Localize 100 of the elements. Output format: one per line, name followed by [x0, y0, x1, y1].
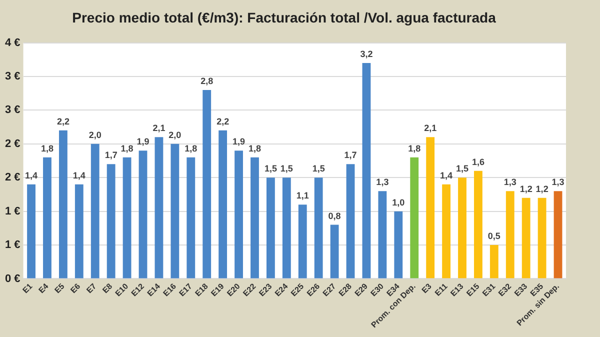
x-tick-label: E5	[52, 281, 67, 296]
x-tick-label: E31	[480, 281, 498, 298]
bar	[250, 157, 259, 278]
y-tick-label: 2 €	[4, 138, 20, 150]
data-label: 1,3	[376, 177, 389, 188]
data-label: 1,9	[232, 136, 246, 147]
data-label: 1,5	[456, 164, 469, 174]
x-tick-label: E7	[84, 281, 98, 296]
x-tick-label: E35	[528, 281, 546, 298]
bar	[138, 150, 148, 278]
bar	[522, 198, 530, 278]
x-tick-label: E17	[177, 281, 194, 298]
data-label: 2,1	[152, 123, 166, 134]
data-label: 2,1	[424, 123, 437, 134]
data-label: 2,0	[168, 130, 182, 140]
bar	[154, 137, 164, 278]
bar	[298, 204, 307, 278]
bar	[474, 170, 482, 278]
bar	[394, 211, 403, 278]
bar	[74, 184, 84, 278]
bar	[27, 184, 36, 278]
chart-title: Precio medio total (€/m3): Facturación total /Vol. agua facturada	[72, 9, 496, 26]
data-label: 1,8	[248, 143, 261, 154]
x-tick-label: E22	[241, 281, 258, 298]
x-tick-label: E27	[321, 281, 338, 298]
x-tick-label: E15	[464, 281, 482, 298]
data-label: 3,2	[360, 49, 373, 60]
y-tick-label: 3 €	[4, 70, 20, 83]
data-label: 1,7	[104, 150, 118, 160]
data-label: 1,4	[72, 170, 86, 180]
y-tick-label: 0 €	[4, 272, 20, 285]
bar	[458, 178, 466, 278]
y-tick-label: 1 €	[4, 239, 20, 252]
data-label: 1,5	[280, 164, 293, 174]
x-tick-label: E18	[193, 281, 210, 298]
x-tick-label: E16	[161, 281, 178, 298]
bar	[330, 224, 339, 278]
bar	[218, 130, 228, 278]
x-tick-label: E30	[368, 281, 386, 298]
data-label: 1,0	[392, 197, 405, 208]
bar	[234, 150, 243, 278]
bar	[314, 178, 323, 278]
bar	[58, 130, 68, 278]
data-label: 0,8	[328, 210, 341, 221]
x-tick-label: E10	[114, 281, 130, 298]
data-label: 2,2	[216, 116, 230, 126]
x-tick-label: E13	[448, 281, 466, 298]
x-tick-label: E6	[68, 281, 83, 296]
bar	[506, 191, 514, 278]
x-tick-label: E1	[20, 281, 35, 296]
data-label: 1,4	[25, 170, 38, 180]
bar	[378, 191, 387, 278]
data-label: 0,5	[488, 231, 500, 242]
x-tick-label: E4	[36, 281, 51, 296]
x-tick-label: E26	[305, 281, 322, 298]
data-label: 2,2	[56, 116, 70, 126]
data-label: 1,3	[552, 177, 564, 188]
x-tick-label: E28	[337, 281, 354, 298]
x-tick-label: E14	[146, 281, 162, 298]
bar	[442, 184, 450, 278]
x-tick-label: E24	[273, 281, 290, 298]
x-tick-label: E33	[512, 281, 530, 298]
data-label: 2,8	[200, 76, 214, 86]
y-tick-label: 3 €	[4, 104, 20, 116]
x-tick-label: E19	[209, 281, 226, 298]
data-label: 1,2	[520, 184, 532, 194]
x-tick-label: E23	[257, 281, 274, 298]
y-tick-label: 2 €	[4, 172, 20, 184]
y-tick-label: 4 €	[4, 36, 20, 49]
y-tick-label: 1 €	[4, 205, 20, 218]
bar	[186, 157, 196, 278]
bar	[202, 90, 212, 278]
data-label: 1,6	[472, 156, 484, 167]
bar	[362, 63, 371, 278]
x-tick-label: E8	[100, 281, 114, 296]
x-tick-label: E32	[496, 281, 514, 298]
bar	[266, 178, 275, 278]
bar	[282, 178, 291, 278]
data-label: 1,2	[536, 184, 548, 194]
x-tick-label: E29	[353, 281, 370, 298]
bar	[90, 144, 100, 278]
x-tick-label: E12	[130, 281, 146, 298]
bar	[170, 144, 180, 278]
bar	[554, 191, 562, 278]
data-label: 1,5	[264, 164, 277, 174]
x-tick-label: E20	[225, 281, 242, 298]
x-tick-label: E3	[420, 281, 434, 296]
bar	[538, 198, 546, 278]
data-label: 1,7	[344, 150, 357, 160]
data-label: 1,1	[296, 190, 309, 201]
data-label: 1,8	[408, 143, 421, 154]
bar	[106, 164, 116, 278]
bar	[490, 245, 498, 278]
data-label: 1,8	[184, 143, 198, 154]
x-tick-label: E25	[289, 281, 306, 298]
data-label: 1,8	[40, 143, 54, 154]
data-label: 1,8	[120, 143, 134, 154]
data-label: 1,5	[312, 164, 325, 174]
bar	[43, 157, 52, 278]
bar	[346, 164, 355, 278]
